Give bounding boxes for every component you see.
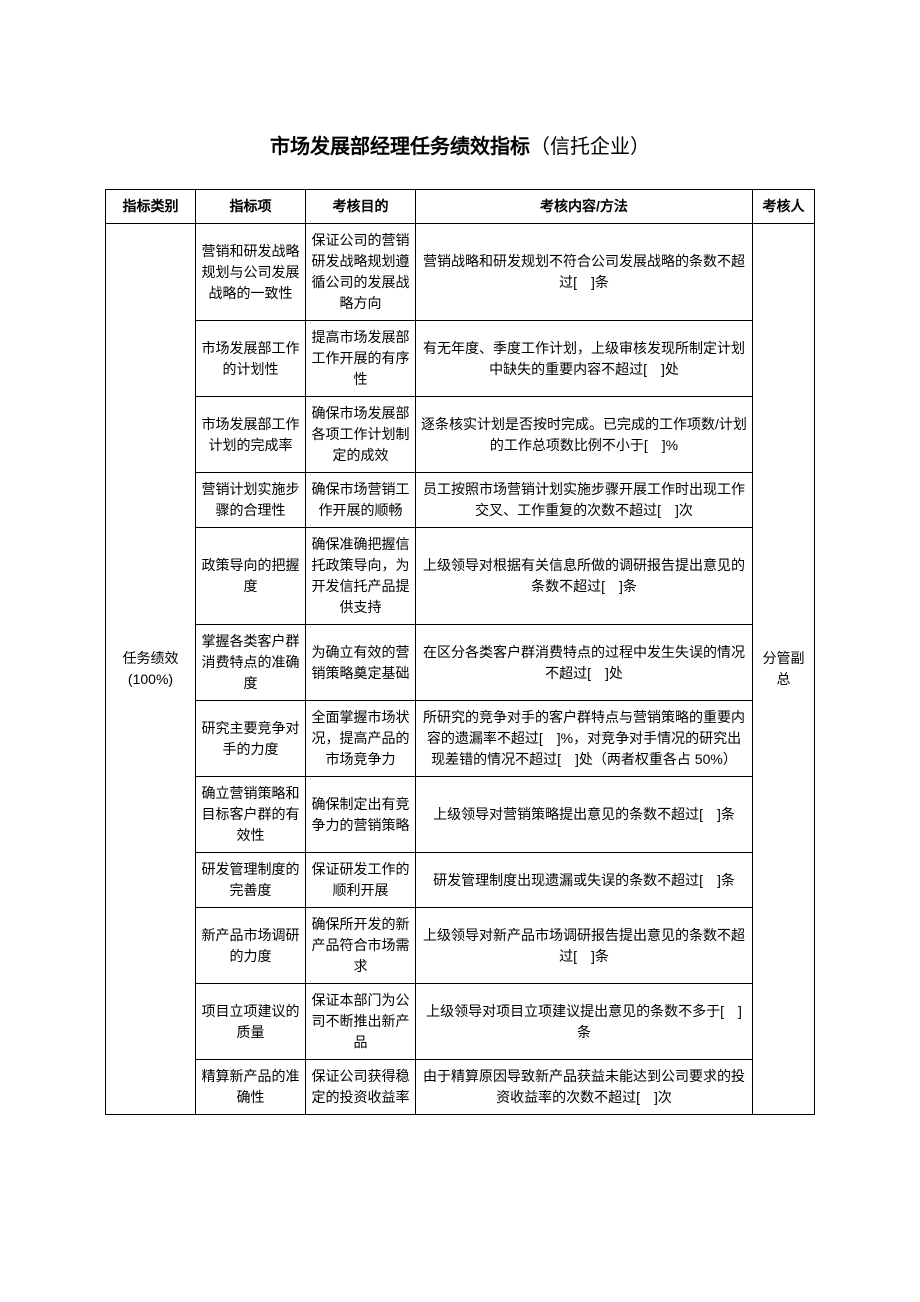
content-cell: 员工按照市场营销计划实施步骤开展工作时出现工作交叉、工作重复的次数不超过[ ]次: [416, 473, 753, 528]
content-cell: 上级领导对根据有关信息所做的调研报告提出意见的条数不超过[ ]条: [416, 528, 753, 625]
table-row: 确立营销策略和目标客户群的有效性确保制定出有竞争力的营销策略上级领导对营销策略提…: [106, 777, 815, 853]
purpose-cell: 确保准确把握信托政策导向，为开发信托产品提供支持: [306, 528, 416, 625]
performance-table: 指标类别 指标项 考核目的 考核内容/方法 考核人 任务绩效(100%)营销和研…: [105, 189, 815, 1115]
content-cell: 有无年度、季度工作计划，上级审核发现所制定计划中缺失的重要内容不超过[ ]处: [416, 321, 753, 397]
page-title: 市场发展部经理任务绩效指标（信托企业）: [105, 130, 815, 159]
purpose-cell: 确保市场营销工作开展的顺畅: [306, 473, 416, 528]
purpose-cell: 确保制定出有竞争力的营销策略: [306, 777, 416, 853]
purpose-cell: 为确立有效的营销策略奠定基础: [306, 625, 416, 701]
table-header-row: 指标类别 指标项 考核目的 考核内容/方法 考核人: [106, 190, 815, 224]
item-cell: 营销和研发战略规划与公司发展战略的一致性: [196, 224, 306, 321]
content-cell: 上级领导对营销策略提出意见的条数不超过[ ]条: [416, 777, 753, 853]
item-cell: 新产品市场调研的力度: [196, 908, 306, 984]
table-row: 研究主要竞争对手的力度全面掌握市场状况，提高产品的市场竞争力所研究的竞争对手的客…: [106, 701, 815, 777]
item-cell: 精算新产品的准确性: [196, 1060, 306, 1115]
purpose-cell: 保证本部门为公司不断推出新产品: [306, 984, 416, 1060]
table-row: 精算新产品的准确性保证公司获得稳定的投资收益率由于精算原因导致新产品获益未能达到…: [106, 1060, 815, 1115]
content-cell: 营销战略和研发规划不符合公司发展战略的条数不超过[ ]条: [416, 224, 753, 321]
purpose-cell: 全面掌握市场状况，提高产品的市场竞争力: [306, 701, 416, 777]
item-cell: 研发管理制度的完善度: [196, 853, 306, 908]
content-cell: 在区分各类客户群消费特点的过程中发生失误的情况不超过[ ]处: [416, 625, 753, 701]
item-cell: 市场发展部工作计划的完成率: [196, 397, 306, 473]
category-cell: 任务绩效(100%): [106, 224, 196, 1115]
title-sub: （信托企业）: [530, 136, 650, 158]
title-main: 市场发展部经理任务绩效指标: [270, 136, 530, 158]
header-content: 考核内容/方法: [416, 190, 753, 224]
table-row: 项目立项建议的质量保证本部门为公司不断推出新产品上级领导对项目立项建议提出意见的…: [106, 984, 815, 1060]
table-row: 新产品市场调研的力度确保所开发的新产品符合市场需求上级领导对新产品市场调研报告提…: [106, 908, 815, 984]
item-cell: 政策导向的把握度: [196, 528, 306, 625]
header-item: 指标项: [196, 190, 306, 224]
header-category: 指标类别: [106, 190, 196, 224]
table-row: 任务绩效(100%)营销和研发战略规划与公司发展战略的一致性保证公司的营销研发战…: [106, 224, 815, 321]
item-cell: 市场发展部工作的计划性: [196, 321, 306, 397]
table-row: 营销计划实施步骤的合理性确保市场营销工作开展的顺畅员工按照市场营销计划实施步骤开…: [106, 473, 815, 528]
purpose-cell: 确保市场发展部各项工作计划制定的成效: [306, 397, 416, 473]
content-cell: 逐条核实计划是否按时完成。已完成的工作项数/计划的工作总项数比例不小于[ ]%: [416, 397, 753, 473]
table-row: 政策导向的把握度确保准确把握信托政策导向，为开发信托产品提供支持上级领导对根据有…: [106, 528, 815, 625]
purpose-cell: 保证公司的营销研发战略规划遵循公司的发展战略方向: [306, 224, 416, 321]
purpose-cell: 保证研发工作的顺利开展: [306, 853, 416, 908]
table-row: 市场发展部工作的计划性提高市场发展部工作开展的有序性有无年度、季度工作计划，上级…: [106, 321, 815, 397]
content-cell: 上级领导对新产品市场调研报告提出意见的条数不超过[ ]条: [416, 908, 753, 984]
table-row: 掌握各类客户群消费特点的准确度为确立有效的营销策略奠定基础在区分各类客户群消费特…: [106, 625, 815, 701]
header-purpose: 考核目的: [306, 190, 416, 224]
purpose-cell: 确保所开发的新产品符合市场需求: [306, 908, 416, 984]
item-cell: 确立营销策略和目标客户群的有效性: [196, 777, 306, 853]
category-label: 任务绩效: [110, 648, 191, 669]
item-cell: 掌握各类客户群消费特点的准确度: [196, 625, 306, 701]
content-cell: 上级领导对项目立项建议提出意见的条数不多于[ ]条: [416, 984, 753, 1060]
header-assessor: 考核人: [753, 190, 815, 224]
item-cell: 项目立项建议的质量: [196, 984, 306, 1060]
table-row: 市场发展部工作计划的完成率确保市场发展部各项工作计划制定的成效逐条核实计划是否按…: [106, 397, 815, 473]
assessor-cell: 分管副总: [753, 224, 815, 1115]
item-cell: 研究主要竞争对手的力度: [196, 701, 306, 777]
content-cell: 研发管理制度出现遗漏或失误的条数不超过[ ]条: [416, 853, 753, 908]
content-cell: 由于精算原因导致新产品获益未能达到公司要求的投资收益率的次数不超过[ ]次: [416, 1060, 753, 1115]
content-cell: 所研究的竞争对手的客户群特点与营销策略的重要内容的遗漏率不超过[ ]%，对竞争对…: [416, 701, 753, 777]
table-row: 研发管理制度的完善度保证研发工作的顺利开展研发管理制度出现遗漏或失误的条数不超过…: [106, 853, 815, 908]
category-weight: (100%): [110, 669, 191, 690]
item-cell: 营销计划实施步骤的合理性: [196, 473, 306, 528]
purpose-cell: 保证公司获得稳定的投资收益率: [306, 1060, 416, 1115]
purpose-cell: 提高市场发展部工作开展的有序性: [306, 321, 416, 397]
